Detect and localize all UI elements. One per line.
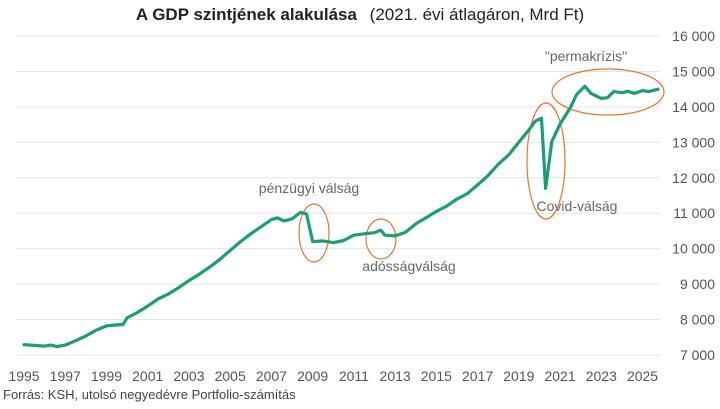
x-tick-label: 2001 (132, 368, 163, 384)
annotation-label: adósságválság (362, 258, 455, 274)
y-gridlines (16, 35, 660, 356)
y-tick-label: 14 000 (672, 99, 715, 115)
annotation-label: "permakrízis" (545, 48, 627, 64)
x-tick-label: 2019 (503, 368, 534, 384)
x-tick-label: 2005 (215, 368, 246, 384)
y-tick-label: 10 000 (672, 241, 715, 257)
y-tick-label: 9 000 (680, 276, 715, 292)
y-tick-label: 15 000 (672, 63, 715, 79)
chart-title: A GDP szintjének alakulása (2021. évi át… (136, 5, 584, 24)
gdp-series-group (22, 84, 660, 349)
crisis-highlight-ellipse (526, 102, 566, 220)
source-note: Forrás: KSH, utolsó negyedévre Portfolio… (3, 387, 296, 402)
y-axis-tick-labels: 7 000 8 000 9 000 10 000 11 000 12 000 13 000 1… (672, 28, 715, 363)
x-tick-label: 2021 (544, 368, 575, 384)
x-tick-label: 2017 (462, 368, 493, 384)
chart-subtitle: (2021. évi átlagáron, Mrd Ft) (370, 5, 584, 24)
x-tick-label: 2025 (627, 368, 658, 384)
x-tick-label: 1999 (91, 368, 122, 384)
x-tick-label: 2007 (256, 368, 287, 384)
y-tick-label: 8 000 (680, 312, 715, 328)
annotation-label: Covid-válság (537, 198, 618, 214)
y-tick-label: 13 000 (672, 134, 715, 150)
x-tick-label: 2011 (339, 368, 369, 384)
crisis-highlight-ellipses (298, 68, 665, 263)
gdp-series-line (22, 84, 660, 349)
annotation-labels: pénzügyi válság adósságválság Covid-válság… (259, 48, 627, 274)
y-tick-label: 16 000 (672, 28, 715, 44)
crisis-highlight-ellipse (365, 218, 397, 260)
chart-title-main: A GDP szintjének alakulása (136, 5, 358, 24)
crisis-highlight-ellipse (551, 68, 665, 116)
x-tick-label: 2003 (173, 368, 204, 384)
x-tick-label: 2015 (421, 368, 452, 384)
x-tick-label: 1997 (50, 368, 81, 384)
x-tick-label: 2009 (297, 368, 328, 384)
x-tick-label: 1995 (8, 368, 39, 384)
y-tick-label: 12 000 (672, 170, 715, 186)
x-tick-label: 2013 (380, 368, 411, 384)
y-tick-label: 11 000 (673, 205, 715, 221)
y-tick-label: 7 000 (680, 347, 715, 363)
x-axis-tick-labels: 1995 1997 1999 2001 2003 2005 2007 2009 2011 2013… (8, 368, 658, 384)
annotation-label: pénzügyi válság (259, 180, 359, 196)
x-tick-label: 2023 (586, 368, 617, 384)
crisis-highlight-ellipse (298, 203, 330, 263)
